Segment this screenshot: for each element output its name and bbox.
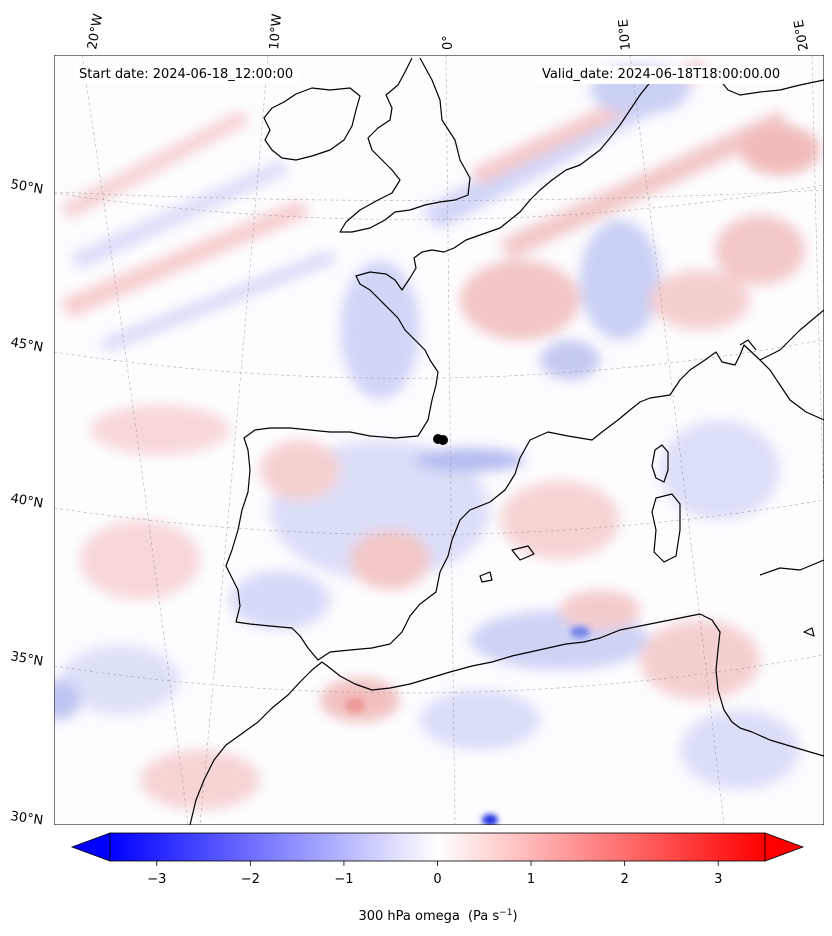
- lat-label-45n: 45°N: [9, 335, 44, 355]
- colorbar-tick-label: −2: [241, 872, 260, 887]
- latitude-labels: 50°N 45°N 40°N 35°N 30°N: [9, 177, 44, 828]
- longitude-labels: 20°W 10°W 0° 10°E 20°E: [85, 13, 812, 52]
- lat-label-35n: 35°N: [9, 649, 44, 669]
- lon-label-10e: 10°E: [616, 19, 634, 51]
- colorbar-label: 300 hPa omega (Pa s−1): [358, 908, 517, 924]
- lon-label-0: 0°: [441, 35, 456, 50]
- lon-label-20w: 20°W: [85, 13, 106, 51]
- colorbar-units-exp: −1: [499, 908, 512, 918]
- colorbar-extend-low: [70, 832, 111, 862]
- colorbar-tick-label: −1: [334, 872, 353, 887]
- lat-label-40n: 40°N: [9, 491, 44, 511]
- colorbar-tick-label: −3: [147, 872, 166, 887]
- lon-label-10w: 10°W: [267, 13, 285, 50]
- colorbar-units: (Pa s: [468, 909, 499, 924]
- colorbar: −3 −2 −1 0 1 2 3 300 hPa omega (Pa s−1): [70, 832, 805, 924]
- colorbar-extend-high: [764, 832, 805, 862]
- valid-date-label: Valid_date: 2024-06-18T18:00:00.00: [536, 66, 787, 84]
- location-marker: [433, 434, 448, 445]
- start-date-label: Start date: 2024-06-18_12:00:00: [73, 66, 300, 84]
- colorbar-variable: 300 hPa omega: [358, 909, 459, 924]
- lat-label-30n: 30°N: [9, 809, 44, 828]
- graticule: [54, 55, 824, 825]
- colorbar-ticks: −3 −2 −1 0 1 2 3: [147, 861, 722, 887]
- colorbar-tick-label: 3: [714, 872, 722, 887]
- lon-label-20e: 20°E: [792, 19, 812, 52]
- colorbar-gradient: [109, 832, 766, 862]
- colorbar-tick-label: 2: [621, 872, 629, 887]
- colorbar-tick-label: 0: [433, 872, 441, 887]
- coastlines: [189, 57, 824, 825]
- colorbar-tick-label: 1: [527, 872, 535, 887]
- colorbar-units-close: ): [512, 909, 517, 924]
- map-panel: [54, 55, 824, 825]
- lat-label-50n: 50°N: [9, 177, 44, 197]
